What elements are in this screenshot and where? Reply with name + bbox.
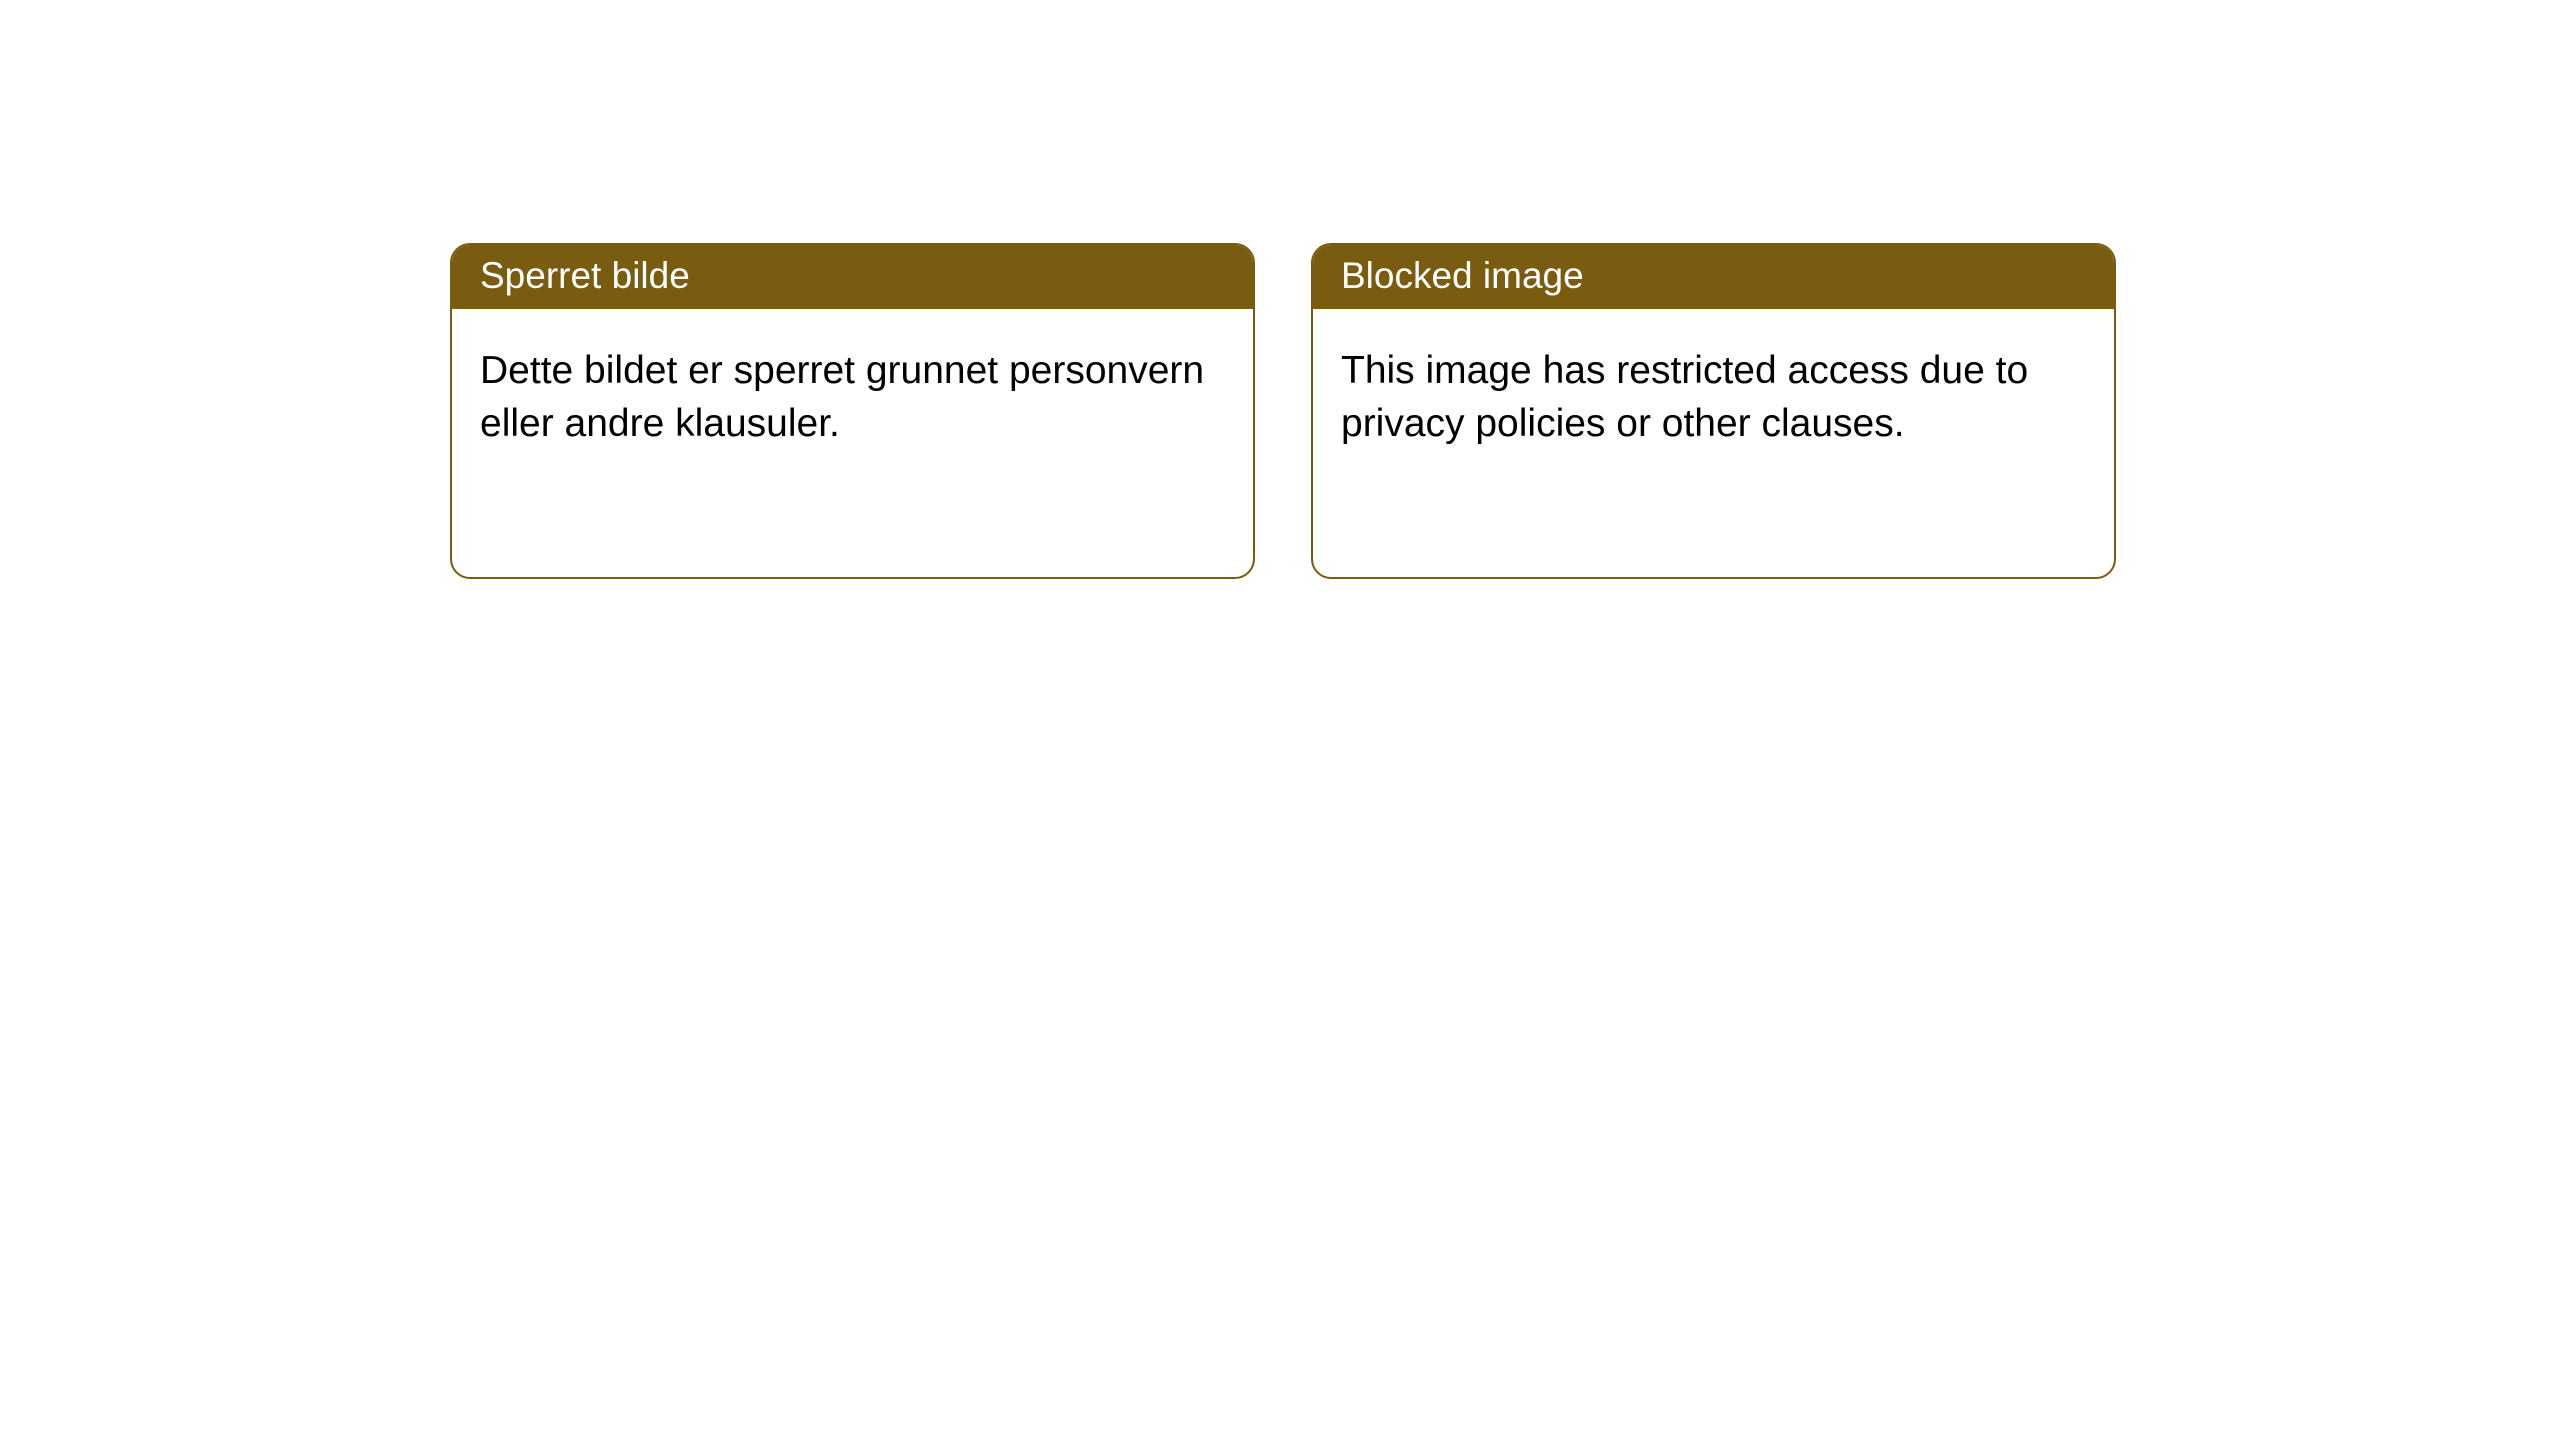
card-body: This image has restricted access due to …	[1313, 309, 2114, 486]
card-title: Sperret bilde	[480, 255, 690, 296]
notice-card-norwegian: Sperret bilde Dette bildet er sperret gr…	[450, 243, 1255, 579]
card-body: Dette bildet er sperret grunnet personve…	[452, 309, 1253, 486]
notice-cards-container: Sperret bilde Dette bildet er sperret gr…	[450, 243, 2116, 579]
notice-card-english: Blocked image This image has restricted …	[1311, 243, 2116, 579]
card-header: Sperret bilde	[452, 245, 1253, 309]
card-body-text: This image has restricted access due to …	[1341, 349, 2028, 445]
card-body-text: Dette bildet er sperret grunnet personve…	[480, 349, 1204, 445]
card-title: Blocked image	[1341, 255, 1584, 296]
card-header: Blocked image	[1313, 245, 2114, 309]
